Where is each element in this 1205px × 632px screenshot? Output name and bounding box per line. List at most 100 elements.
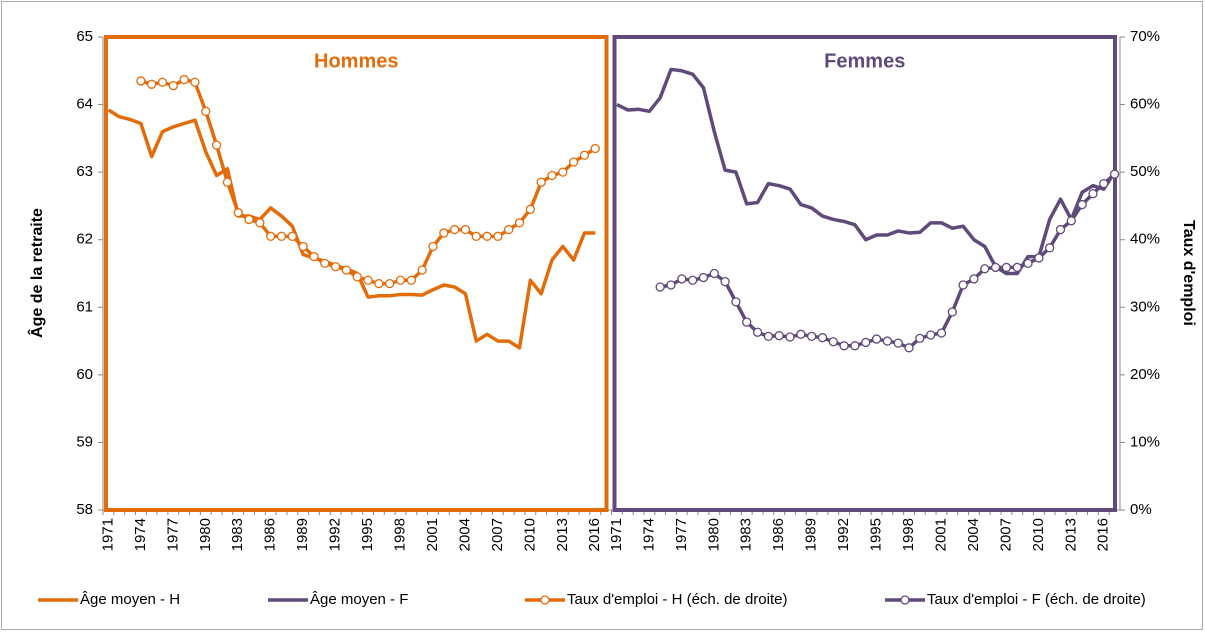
series-marker xyxy=(720,276,730,287)
series-marker xyxy=(893,338,903,348)
x-tick-label: 1980 xyxy=(705,518,722,551)
x-tick-label: 1998 xyxy=(391,518,408,551)
series-marker xyxy=(1055,224,1066,235)
series-marker xyxy=(807,331,817,341)
series-marker xyxy=(417,265,427,275)
series-marker xyxy=(514,218,525,228)
series-marker xyxy=(915,333,925,344)
legend-label: Âge moyen - H xyxy=(80,591,180,608)
x-tick-label: 1983 xyxy=(229,518,246,551)
x-tick-label: 2007 xyxy=(997,518,1014,551)
y-tick-label: 64 xyxy=(76,96,93,113)
series-marker xyxy=(1077,199,1087,210)
series-marker xyxy=(774,331,784,341)
series-marker xyxy=(449,224,460,235)
series-marker xyxy=(233,208,243,218)
series-marker xyxy=(287,231,297,241)
x-tick-label: 2010 xyxy=(521,518,538,551)
x-tick-label: 1998 xyxy=(900,518,917,551)
series-marker xyxy=(828,337,838,347)
series-marker xyxy=(1001,262,1012,273)
series-marker xyxy=(201,106,211,116)
series-line xyxy=(616,67,1117,276)
series-marker xyxy=(395,275,406,285)
x-tick-label: 1974 xyxy=(640,518,657,551)
series-marker xyxy=(861,337,871,348)
panel-label: Femmes xyxy=(824,50,905,72)
y2-tick-label: 50% xyxy=(1130,163,1160,180)
x-tick-label: 1980 xyxy=(197,518,214,551)
series-marker xyxy=(374,278,384,289)
series-marker xyxy=(850,341,860,351)
series-marker xyxy=(309,251,319,262)
series-marker xyxy=(266,231,276,241)
series-marker xyxy=(255,218,265,228)
x-tick-label: 2004 xyxy=(456,518,473,551)
series-marker xyxy=(796,329,806,339)
series-marker xyxy=(568,157,579,167)
panel-box xyxy=(612,35,1117,512)
y2-tick-label: 10% xyxy=(1130,433,1160,450)
series-marker xyxy=(190,77,200,87)
series-marker xyxy=(1034,253,1044,263)
series-marker xyxy=(558,167,568,177)
series-marker xyxy=(709,268,719,279)
series-marker xyxy=(352,272,362,282)
series-marker xyxy=(666,280,676,290)
y2-tick-label: 20% xyxy=(1130,366,1160,383)
legend-label: Taux d'emploi - F (éch. de droite) xyxy=(927,591,1146,608)
y-tick-label: 62 xyxy=(76,231,93,248)
y-tick-label: 61 xyxy=(76,298,93,315)
y-tick-label: 59 xyxy=(76,433,93,450)
y-tick-label: 60 xyxy=(76,366,93,383)
series-marker xyxy=(298,241,308,252)
series-marker xyxy=(817,333,828,343)
series-marker xyxy=(655,282,665,292)
series-marker xyxy=(839,341,849,351)
panel-label: Hommes xyxy=(314,50,398,72)
series-marker xyxy=(687,275,698,285)
series-marker xyxy=(460,224,471,235)
x-tick-label: 1986 xyxy=(770,518,787,551)
series-marker xyxy=(439,228,449,238)
y-tick-label: 58 xyxy=(76,501,93,518)
x-tick-label: 2001 xyxy=(424,518,441,551)
series-marker xyxy=(1088,189,1098,199)
series-marker xyxy=(926,330,936,340)
series-marker xyxy=(341,265,352,275)
x-tick-label: 2016 xyxy=(586,518,603,551)
series-marker xyxy=(1099,178,1109,189)
series-marker xyxy=(244,214,254,225)
series-marker xyxy=(1023,258,1033,269)
y-tick-label: 63 xyxy=(76,163,93,180)
y-tick-label: 65 xyxy=(76,28,93,45)
series-marker xyxy=(1066,216,1076,226)
series-marker xyxy=(276,231,287,241)
series-marker xyxy=(590,143,600,154)
x-tick-label: 1992 xyxy=(327,518,344,551)
x-tick-label: 1995 xyxy=(359,518,376,551)
series-marker xyxy=(763,331,774,341)
legend-label: Taux d'emploi - H (éch. de droite) xyxy=(567,591,787,608)
series-marker xyxy=(1045,243,1055,253)
series-marker xyxy=(482,231,492,241)
series-marker xyxy=(136,76,146,86)
series-marker xyxy=(525,204,536,214)
series-marker xyxy=(871,334,882,344)
series-line xyxy=(107,108,596,350)
series-marker xyxy=(1012,262,1022,273)
x-tick-label: 1977 xyxy=(164,518,181,551)
series-marker xyxy=(936,328,947,338)
series-marker xyxy=(471,231,481,241)
y-axis-title: Âge de la retraite xyxy=(27,208,46,338)
series-marker xyxy=(947,307,957,317)
series-marker xyxy=(179,74,189,85)
legend-marker xyxy=(900,595,910,605)
x-tick-label: 2013 xyxy=(1062,518,1079,551)
x-tick-label: 1971 xyxy=(608,518,625,551)
series-marker xyxy=(742,317,752,327)
x-tick-label: 2004 xyxy=(965,518,982,551)
